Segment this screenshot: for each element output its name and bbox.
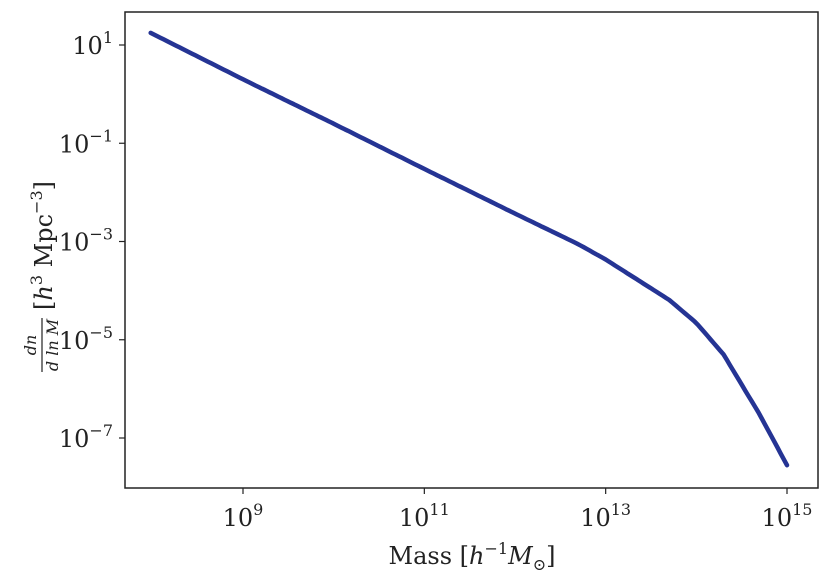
x-tick-label-2: 1013 <box>580 500 631 532</box>
y-tick-label-3: 10−5 <box>59 323 113 355</box>
plot-frame <box>124 11 819 489</box>
y-tick-label-4: 10−7 <box>59 421 113 453</box>
y-axis-label-denominator: d ln M <box>43 318 62 371</box>
y-tick-label-1: 10−1 <box>59 126 113 158</box>
y-axis-label-units: [h3 Mpc−3] <box>27 181 58 310</box>
y-axis-ticks: 101 10−1 10−3 10−5 10−7 <box>59 28 125 453</box>
y-axis-label-numerator: dn <box>21 335 40 356</box>
series-line-0 <box>148 30 790 468</box>
x-tick-label-0: 109 <box>223 500 264 532</box>
y-tick-label-0: 101 <box>72 28 113 60</box>
y-tick-label-2: 10−3 <box>59 225 113 257</box>
x-axis-label: Mass [h−1M⊙] <box>389 539 556 574</box>
x-axis-ticks: 109 1011 1013 1015 <box>223 488 813 532</box>
x-tick-label-3: 1015 <box>762 500 813 532</box>
x-tick-label-1: 1011 <box>399 500 450 532</box>
plot-area <box>148 30 790 468</box>
y-axis-label: dn d ln M [h3 Mpc−3] <box>21 181 62 372</box>
